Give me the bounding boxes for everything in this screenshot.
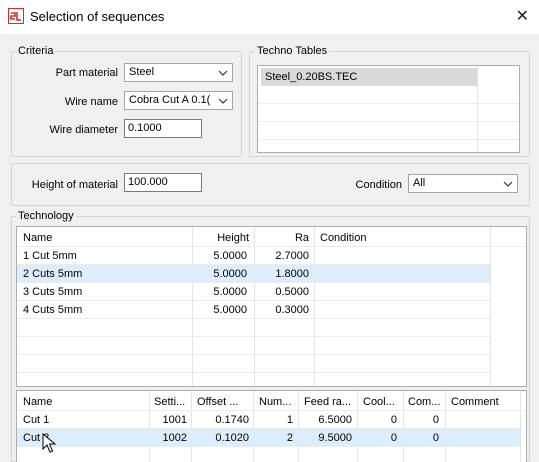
column-header-name[interactable]: Name	[23, 396, 53, 408]
column-header-coolant[interactable]: Cool...	[363, 396, 395, 408]
close-icon[interactable]: ✕	[515, 6, 529, 25]
technology-group-label: Technology	[16, 210, 76, 222]
table-row-blank	[17, 355, 490, 373]
cell-name: 3 Cuts 5mm	[23, 286, 83, 298]
column-divider	[520, 391, 521, 462]
cell-ra: 0.5000	[275, 286, 309, 298]
cell-ra: 2.7000	[275, 250, 309, 262]
techno-table-item[interactable]: Steel_0.20BS.TEC	[261, 68, 477, 86]
column-header-name[interactable]: Name	[23, 232, 53, 244]
chevron-down-icon	[218, 98, 228, 104]
cell-name: 1 Cut 5mm	[23, 250, 77, 262]
column-header-ra[interactable]: Ra	[294, 232, 309, 244]
column-divider	[490, 227, 491, 386]
condition-select[interactable]: All	[408, 174, 518, 193]
condition-value: All	[413, 177, 426, 189]
column-header-height[interactable]: Height	[217, 232, 249, 244]
cell-name: 2 Cuts 5mm	[23, 268, 83, 280]
table-row-selected[interactable]: Cut 2 1002 0.1020 2 9.5000 0 0	[17, 429, 520, 447]
column-divider	[403, 391, 404, 462]
table-row[interactable]: 1 Cut 5mm 5.0000 2.7000	[17, 247, 490, 265]
chevron-down-icon	[503, 181, 513, 187]
table-row-selected[interactable]: 2 Cuts 5mm 5.0000 1.8000	[17, 265, 490, 283]
techno-tables-group	[249, 51, 530, 157]
cell-height: 5.0000	[213, 286, 247, 298]
list-row-blank	[258, 122, 519, 140]
part-material-label: Part material	[55, 67, 118, 79]
column-divider	[298, 391, 299, 462]
column-divider	[149, 391, 150, 462]
cell-number: 1	[286, 414, 293, 426]
wire-name-label: Wire name	[64, 96, 118, 108]
table-row-blank	[17, 447, 520, 462]
table-row-blank	[17, 319, 490, 337]
column-header-comment[interactable]: Comment	[451, 396, 499, 408]
part-material-value: Steel	[129, 66, 155, 78]
column-divider	[254, 227, 255, 386]
column-divider	[253, 391, 254, 462]
list-column-divider	[477, 66, 478, 152]
wire-name-value: Cobra Cut A 0.1(	[129, 94, 210, 106]
column-header-setting[interactable]: Setti...	[154, 396, 186, 408]
cell-setting: 1002	[162, 432, 187, 444]
chevron-down-icon	[218, 70, 228, 76]
list-row-blank	[258, 86, 519, 104]
column-divider	[192, 227, 193, 386]
cell-offset: 0.1740	[215, 414, 249, 426]
cell-name: 4 Cuts 5mm	[23, 304, 83, 316]
table-row[interactable]: 3 Cuts 5mm 5.0000 0.5000	[17, 283, 490, 301]
column-header-compensation[interactable]: Com...	[408, 396, 441, 408]
height-condition-group	[11, 163, 530, 206]
cell-ra: 0.3000	[275, 304, 309, 316]
column-divider	[357, 391, 358, 462]
part-material-select[interactable]: Steel	[124, 63, 233, 82]
table-row[interactable]: Cut 1 1001 0.1740 1 6.5000 0 0	[17, 411, 520, 429]
wire-diameter-input[interactable]: 0.1000	[124, 119, 202, 138]
cell-height: 5.0000	[213, 250, 247, 262]
techno-tables-group-label: Techno Tables	[255, 45, 330, 57]
cell-height: 5.0000	[213, 268, 247, 280]
condition-label: Condition	[355, 179, 402, 191]
column-divider	[314, 227, 315, 386]
column-header-number[interactable]: Num...	[259, 396, 292, 408]
window-title: Selection of sequences	[30, 9, 165, 24]
techno-tables-list[interactable]: Steel_0.20BS.TEC	[257, 65, 520, 153]
height-of-material-label: Height of material	[31, 179, 118, 191]
cuts-table[interactable]: Name Setti... Offset ... Num... Feed ra.…	[16, 390, 527, 462]
wire-diameter-label: Wire diameter	[49, 124, 118, 136]
cell-feed-rate: 9.5000	[318, 432, 352, 444]
cuts-header-row: Name Setti... Offset ... Num... Feed ra.…	[17, 393, 526, 411]
wire-name-select[interactable]: Cobra Cut A 0.1(	[124, 91, 233, 110]
cell-feed-rate: 6.5000	[318, 414, 352, 426]
cell-height: 5.0000	[213, 304, 247, 316]
column-header-condition[interactable]: Condition	[320, 232, 367, 244]
cell-ra: 1.8000	[275, 268, 309, 280]
cell-coolant: 0	[390, 432, 397, 444]
cell-offset: 0.1020	[215, 432, 249, 444]
column-divider	[445, 391, 446, 462]
height-of-material-input[interactable]: 100.000	[124, 173, 202, 192]
title-bar: Selection of sequences ✕	[0, 0, 539, 34]
criteria-group	[11, 51, 242, 157]
cell-name: Cut 1	[23, 414, 50, 426]
column-header-offset[interactable]: Offset ...	[197, 396, 239, 408]
cell-compensation: 0	[432, 414, 439, 426]
column-header-feed-rate[interactable]: Feed ra...	[304, 396, 352, 408]
cell-number: 2	[286, 432, 293, 444]
table-row-blank	[17, 337, 490, 355]
cell-setting: 1001	[162, 414, 187, 426]
list-row-blank	[258, 104, 519, 122]
app-logo-icon	[8, 8, 24, 24]
column-divider	[191, 391, 192, 462]
technology-header-row: Name Height Ra Condition	[17, 229, 526, 247]
cell-compensation: 0	[432, 432, 439, 444]
techno-table-item-label: Steel_0.20BS.TEC	[265, 71, 358, 83]
technology-table[interactable]: Name Height Ra Condition 1 Cut 5mm 5.000…	[16, 226, 527, 387]
mouse-pointer-icon	[42, 433, 56, 453]
table-row[interactable]: 4 Cuts 5mm 5.0000 0.3000	[17, 301, 490, 319]
criteria-group-label: Criteria	[16, 45, 56, 57]
cell-coolant: 0	[390, 414, 397, 426]
